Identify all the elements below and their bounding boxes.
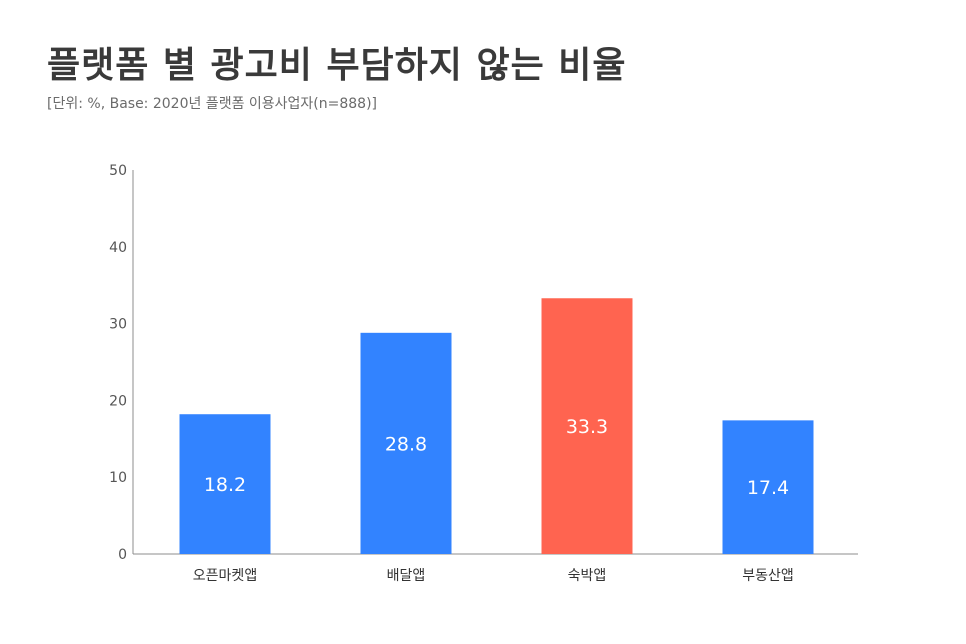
chart-subtitle: [단위: %, Base: 2020년 플랫폼 이용사업자(n=888)] xyxy=(47,96,378,112)
bar xyxy=(541,298,633,554)
bar-value-label: 28.8 xyxy=(385,433,427,455)
x-category-label: 숙박앱 xyxy=(568,568,607,584)
bar-value-label: 18.2 xyxy=(204,474,246,496)
bar xyxy=(179,414,271,554)
y-tick-label: 40 xyxy=(109,240,127,256)
y-tick-label: 50 xyxy=(109,163,127,179)
bar xyxy=(360,332,452,554)
x-category-label: 배달앱 xyxy=(387,568,426,584)
y-tick-label: 30 xyxy=(109,317,127,333)
y-tick-label: 10 xyxy=(109,470,127,486)
y-tick-label: 20 xyxy=(109,393,127,409)
bar-value-label: 33.3 xyxy=(566,416,608,438)
x-category-label: 오픈마켓앱 xyxy=(193,568,257,584)
y-tick-label: 0 xyxy=(118,547,127,563)
chart-title: 플랫폼 별 광고비 부담하지 않는 비율 xyxy=(47,45,627,86)
bar-value-label: 17.4 xyxy=(747,477,789,499)
bar xyxy=(722,420,814,554)
x-category-label: 부동산앱 xyxy=(742,568,794,584)
